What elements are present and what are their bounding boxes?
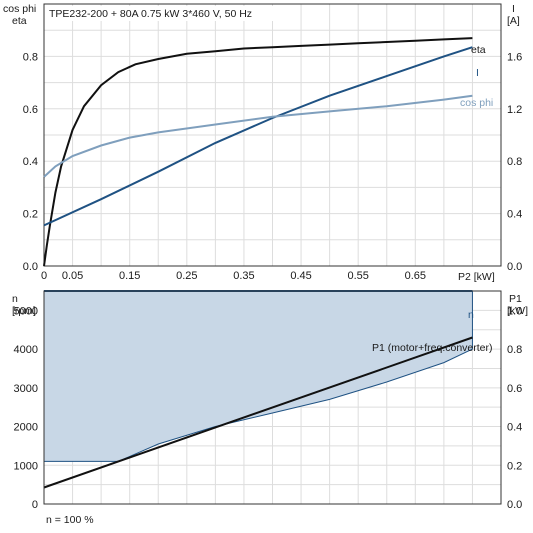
speed-min-line: [44, 348, 473, 462]
bottom-y-right-tick-label: 0.0: [507, 499, 522, 511]
top-x-tick-label: 0.05: [62, 270, 83, 282]
bottom-y-left-tick-label: 5000: [14, 305, 38, 317]
cos-phi-curve: [43, 94, 473, 178]
top-y-left-tick-label: 0.8: [23, 51, 38, 63]
top-x-tick-label: 0: [41, 270, 47, 282]
top-y-right-tick-label: 1.6: [507, 51, 522, 63]
bottom-panel: 0100020003000400050000.00.20.40.60.81.0 …: [12, 290, 528, 526]
top-x-tick-label: 0.35: [233, 270, 254, 282]
top-y-right-label-2: [A]: [507, 15, 520, 27]
speed-range-area: [44, 291, 473, 462]
top-x-tick-label: 0.45: [290, 270, 311, 282]
bottom-y-right-tick-label: 0.6: [507, 383, 522, 395]
top-y-right-label-1: I: [512, 3, 515, 15]
bottom-y-right-tick-label: 0.8: [507, 344, 522, 356]
bottom-y-right-tick-label: 1.0: [507, 305, 522, 317]
top-y-left-tick-label: 0.0: [23, 261, 38, 273]
top-grid: [44, 3, 501, 266]
bottom-y-left-tick-label: 2000: [14, 422, 38, 434]
top-y-left-label-1: cos phi: [3, 3, 36, 15]
eta-curve: [43, 37, 473, 267]
top-y-left-tick-label: 0.2: [23, 209, 38, 221]
top-y-left-tick-label: 0.6: [23, 104, 38, 116]
chart-title: TPE232-200 + 80A 0.75 kW 3*460 V, 50 Hz: [49, 8, 252, 20]
p1-curve: [43, 336, 473, 489]
top-series: [43, 37, 473, 267]
eta-curve-label: eta: [471, 44, 486, 56]
top-y-left-label-2: eta: [12, 15, 27, 27]
cos-phi-curve-label: cos phi: [460, 97, 493, 109]
p1-curve-label: P1 (motor+freq.converter): [372, 342, 493, 354]
current-curve-label: I: [476, 67, 479, 79]
top-y-left-tick-label: 0.4: [23, 156, 38, 168]
bottom-y-left-label-2: [rpm]: [12, 305, 36, 317]
bottom-y-right-label-1: P1: [509, 293, 522, 305]
bottom-y-right-tick-label: 0.2: [507, 460, 522, 472]
top-y-right-tick-label: 0.0: [507, 261, 522, 273]
bottom-y-right-tick-label: 0.4: [507, 422, 522, 434]
footer-note: n = 100 %: [46, 514, 94, 526]
top-x-tick-label: 0.15: [119, 270, 140, 282]
top-x-tick-label: 0.65: [405, 270, 426, 282]
speed-curve-label: n: [468, 309, 474, 321]
bottom-plot-frame: [43, 290, 502, 505]
top-x-axis-label: P2 [kW]: [458, 271, 495, 283]
bottom-y-left-tick-label: 0: [32, 499, 38, 511]
bottom-y-right-label-2: [kW]: [507, 305, 528, 317]
bottom-y-left-tick-label: 4000: [14, 344, 38, 356]
bottom-ticks: 0 1000 2000 3000 4000 5000 0.0 0.2 0.4 0.6 0.8 1.0: [14, 305, 523, 511]
top-y-right-tick-label: 0.8: [507, 156, 522, 168]
top-plot-frame: [43, 3, 502, 267]
top-x-tick-label: 0.25: [176, 270, 197, 282]
bottom-y-left-tick-label: 3000: [14, 383, 38, 395]
top-x-tick-label: 0.55: [347, 270, 368, 282]
top-ticks: 0 0.05 0.15 0.25 0.35 0.45 0.55 0.65 0.0 0.2 0.4 0.…: [23, 51, 523, 282]
top-y-right-tick-label: 0.4: [507, 209, 522, 221]
top-panel: 0 0.05 0.15 0.25 0.35 0.45 0.55 0.65 0.0 0.2 0.4 0.…: [3, 3, 522, 283]
title-box: [46, 6, 278, 21]
top-y-right-tick-label: 1.2: [507, 104, 522, 116]
bottom-y-left-label-1: n: [12, 293, 18, 305]
current-curve: [43, 46, 473, 227]
bottom-y-left-tick-label: 1000: [14, 460, 38, 472]
